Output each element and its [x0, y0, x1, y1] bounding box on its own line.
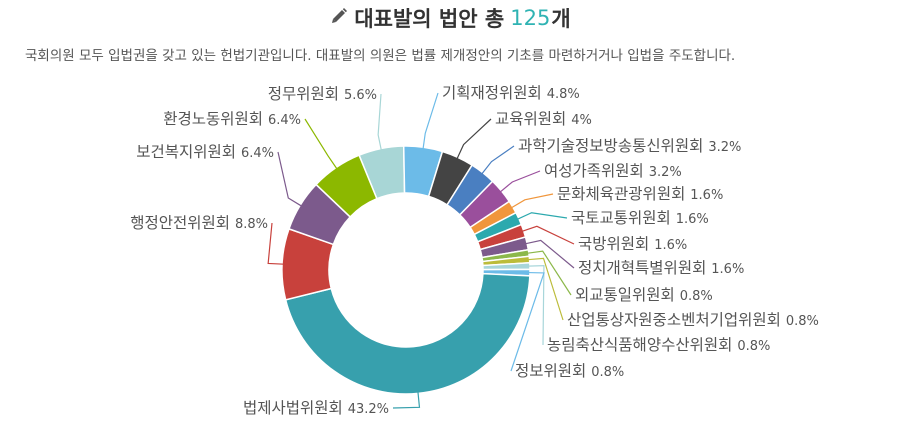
slice-label-6: 국토교통위원회 1.6%	[571, 209, 709, 227]
slice-label-12: 정보위원회 0.8%	[515, 362, 624, 380]
slice-label-7: 국방위원회 1.6%	[578, 235, 687, 253]
leader-line-8	[525, 239, 575, 269]
leader-line-15	[277, 151, 303, 207]
slices	[281, 145, 531, 395]
slice-16	[315, 154, 378, 218]
subtitle: 국회의원 모두 입법권을 갖고 있는 헌법기관입니다. 대표발의 의원은 법률 …	[25, 48, 736, 64]
slice-label-2: 교육위원회 4%	[495, 110, 592, 128]
labels: 기획재정위원회 4.8% 교육위원회 4% 과학기술정보방송통신위원회 3.2% 여성…	[130, 84, 819, 417]
title-row: 대표발의 법안 총 125 개	[0, 2, 901, 34]
leader-line-1	[422, 92, 439, 150]
slice-label-15: 보건복지위원회 6.4%	[136, 143, 274, 161]
slice-label-1: 기획재정위원회 4.8%	[442, 84, 580, 102]
slice-label-17: 정무위원회 5.6%	[268, 85, 377, 103]
leader-line-11	[527, 265, 545, 346]
leader-line-4	[499, 170, 541, 193]
slice-label-16: 환경노동위원회 6.4%	[163, 110, 301, 128]
slice-label-10: 산업통상자원중소벤처기업위원회 0.8%	[567, 311, 819, 329]
leader-line-7	[521, 225, 575, 245]
leader-line-10	[527, 257, 564, 321]
leader-line-16	[304, 118, 338, 170]
leader-line-9	[526, 250, 572, 296]
leader-line-3	[481, 145, 515, 175]
slice-label-5: 문화체육관광위원회 1.6%	[557, 185, 723, 203]
leader-line-12	[510, 271, 545, 372]
slice-label-9: 외교통일위원회 0.8%	[575, 286, 713, 304]
slice-13	[284, 272, 531, 395]
slice-label-14: 행정안전위원회 8.8%	[130, 214, 268, 232]
slice-label-8: 정치개혁특별위원회 1.6%	[578, 259, 744, 277]
leader-line-5	[510, 193, 554, 209]
slice-label-4: 여성가족위원회 3.2%	[544, 162, 682, 180]
leader-line-17	[377, 93, 382, 151]
bill-count-unit: 개	[551, 7, 571, 31]
bill-count: 125	[510, 6, 551, 30]
title-text: 대표발의 법안 총	[354, 7, 505, 31]
leader-line-14	[267, 222, 285, 265]
leader-line-13	[392, 391, 421, 409]
leader-line-6	[516, 212, 568, 220]
leader-line-2	[456, 118, 492, 160]
slice-label-11: 농림축산식품해양수산위원회 0.8%	[547, 336, 770, 354]
slice-label-3: 과학기술정보방송통신위원회 3.2%	[518, 137, 741, 155]
chart-title: 대표발의 법안 총 125 개	[330, 3, 571, 33]
slice-label-13: 법제사법위원회 43.2%	[243, 399, 389, 417]
pencil-icon	[330, 6, 348, 30]
